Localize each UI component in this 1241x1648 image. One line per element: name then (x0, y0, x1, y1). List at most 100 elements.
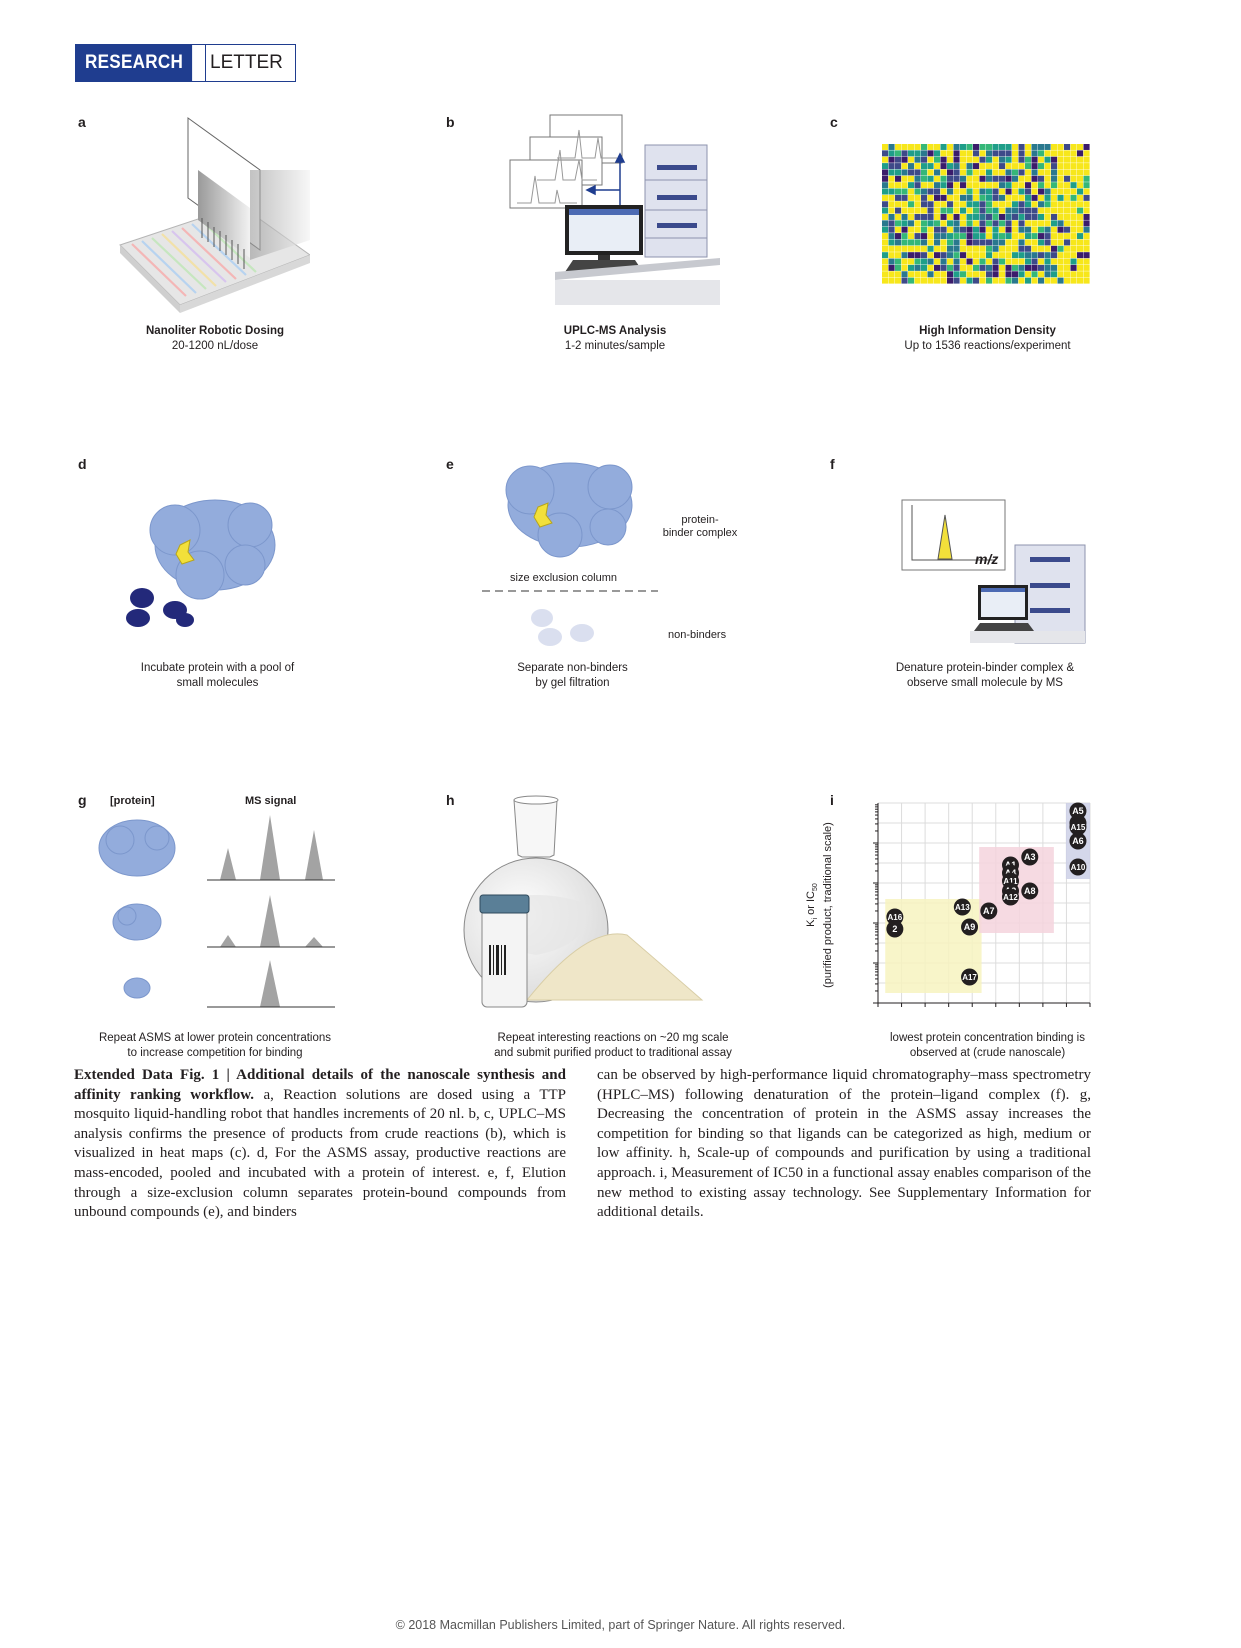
panel-label-h: h (446, 792, 455, 808)
heatmap-cell (1005, 252, 1012, 259)
heatmap-cell (986, 144, 993, 150)
heatmap-cell (1031, 264, 1038, 271)
heatmap-cell (901, 252, 908, 259)
heatmap-cell (921, 271, 928, 278)
article-type-label: LETTER (205, 45, 295, 81)
heatmap-cell (1057, 194, 1064, 201)
heatmap-cell (927, 144, 934, 150)
panel-c-title: High Information Density (919, 325, 1056, 337)
heatmap-cell (986, 226, 993, 233)
heatmap-cell (940, 150, 947, 157)
heatmap-cell (1083, 226, 1090, 233)
heatmap-cell (1031, 252, 1038, 259)
heatmap-cell (1044, 220, 1051, 227)
heatmap-cell (934, 271, 941, 278)
data-point-marker (1069, 832, 1087, 850)
heatmap-cell (1057, 144, 1064, 150)
heatmap-cell (979, 264, 986, 271)
heatmap-cell (1044, 194, 1051, 201)
heatmap-cell (992, 233, 999, 240)
data-point-label: A3 (1024, 852, 1036, 862)
heatmap-cell (992, 277, 999, 284)
heatmap-cell (1012, 245, 1019, 252)
data-point-label: 2 (892, 924, 897, 934)
heatmap-cell (1025, 271, 1032, 278)
heatmap-cell (895, 163, 902, 170)
heatmap-cell (966, 252, 973, 259)
x-axis-label-line1: lowest protein concentration binding is (890, 1032, 1085, 1044)
heatmap-cell (940, 214, 947, 220)
heatmap-cell (1070, 201, 1077, 208)
heatmap-cell (934, 182, 941, 189)
heatmap-cell (908, 144, 915, 150)
heatmap-cell (973, 277, 980, 284)
heatmap-cell (895, 156, 902, 163)
panel-h-caption-line2: and submit purified product to tradition… (494, 1047, 732, 1059)
heatmap-cell (927, 182, 934, 189)
heatmap-cell (1031, 214, 1038, 220)
heatmap-cell (888, 188, 895, 195)
heatmap-cell (1070, 220, 1077, 227)
heatmap-cell (901, 233, 908, 240)
heatmap-cell (1044, 245, 1051, 252)
heatmap-cell (921, 277, 928, 284)
heatmap-cell (882, 169, 889, 176)
heatmap-cell (1038, 220, 1045, 227)
heatmap-cell (888, 264, 895, 271)
panel-f-caption-line1: Denature protein-binder complex & (895, 662, 1075, 674)
heatmap-cell (1083, 207, 1090, 214)
heatmap-cell (914, 252, 921, 259)
heatmap-cell (1005, 264, 1012, 271)
heatmap-cell (895, 277, 902, 284)
heatmap-cell (992, 144, 999, 150)
heatmap-cell (1038, 252, 1045, 259)
heatmap-cell (1038, 150, 1045, 157)
heatmap-cell (979, 252, 986, 259)
heatmap-cell (921, 264, 928, 271)
heatmap-cell (947, 239, 954, 246)
heatmap-cell (1005, 258, 1012, 265)
heatmap-cell (908, 175, 915, 182)
data-point-marker (961, 918, 979, 936)
heatmap-cell (1012, 144, 1019, 150)
heatmap-cell (1012, 264, 1019, 271)
heatmap-cell (979, 182, 986, 189)
heatmap-cell (1038, 201, 1045, 208)
panel-g-caption: Repeat ASMS at lower protein concentrati… (85, 1031, 345, 1061)
heatmap-cell (1012, 271, 1019, 278)
heatmap-cell (921, 169, 928, 176)
heatmap-cell (940, 194, 947, 201)
heatmap-cell (1057, 220, 1064, 227)
heatmap-cell (979, 226, 986, 233)
heatmap-cell (947, 258, 954, 265)
heatmap-cell (914, 258, 921, 265)
heatmap-cell (1070, 277, 1077, 284)
heatmap-cell (888, 239, 895, 246)
heatmap-cell (986, 194, 993, 201)
heatmap-cell (1070, 252, 1077, 259)
heatmap-cell (1064, 277, 1071, 284)
heatmap-cell (1031, 163, 1038, 170)
heatmap-cell (953, 277, 960, 284)
heatmap-cell (888, 163, 895, 170)
heatmap-cell (966, 277, 973, 284)
heatmap-cell (895, 175, 902, 182)
heatmap-cell (986, 156, 993, 163)
panel-d-caption: Incubate protein with a pool of small mo… (110, 661, 325, 691)
heatmap-cell (1083, 271, 1090, 278)
panel-label-a: a (78, 114, 86, 130)
panel-d-caption-line1: Incubate protein with a pool of (140, 662, 295, 674)
heatmap-cell (1070, 207, 1077, 214)
heatmap-cell (947, 156, 954, 163)
heatmap-cell (908, 169, 915, 176)
heatmap-cell (1012, 169, 1019, 176)
heatmap-cell (908, 258, 915, 265)
heatmap-cell (999, 226, 1006, 233)
heatmap-cell (966, 156, 973, 163)
heatmap-cell (999, 175, 1006, 182)
heatmap-cell (1044, 277, 1051, 284)
chart-axes (873, 803, 1091, 1007)
heatmap-cell (1083, 150, 1090, 157)
heatmap-cell (1051, 239, 1058, 246)
heatmap-cell (979, 258, 986, 265)
